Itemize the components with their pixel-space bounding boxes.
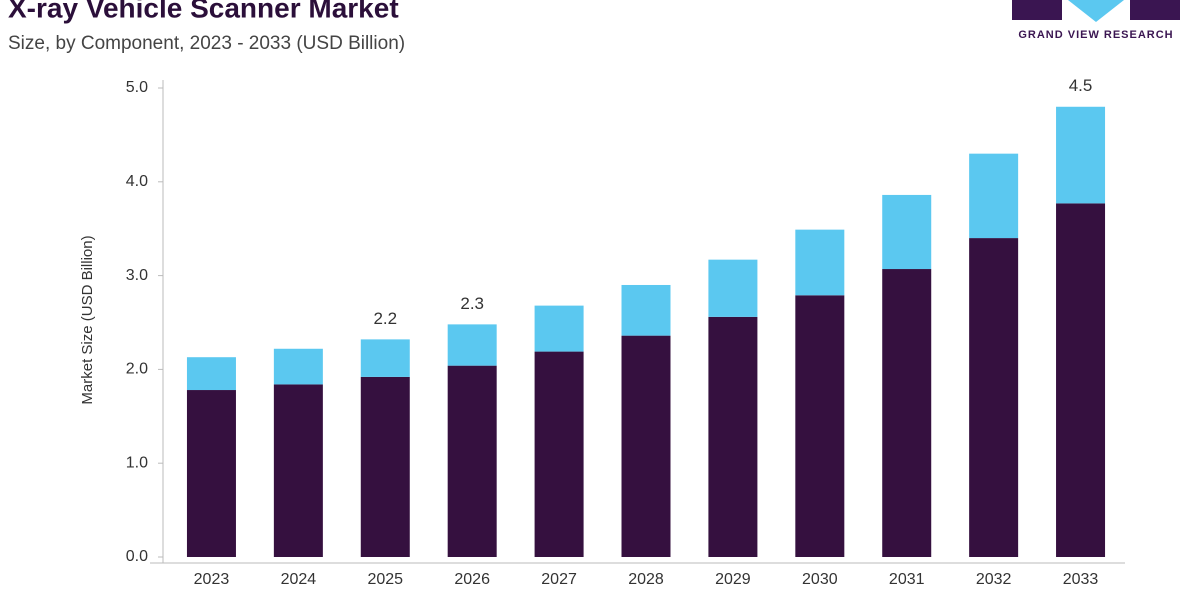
x-tick-label: 2027 [541, 571, 577, 588]
bar-segment [621, 335, 671, 557]
y-tick-label: 0.0 [126, 548, 148, 565]
bar-segment [273, 348, 323, 385]
bar-segment [708, 259, 758, 317]
bar-segment [186, 390, 236, 557]
y-tick-label: 4.0 [126, 173, 148, 190]
bar-segment [1056, 106, 1106, 204]
bar-segment [534, 351, 584, 557]
y-tick-label: 5.0 [126, 79, 148, 96]
logo-block [1068, 0, 1124, 22]
y-axis-title: Market Size (USD Billion) [79, 235, 96, 404]
bar-segment [882, 269, 932, 557]
x-tick-label: 2030 [802, 571, 838, 588]
x-tick-label: 2028 [628, 571, 664, 588]
logo-block [1130, 0, 1180, 20]
bar-segment [882, 194, 932, 270]
y-tick-label: 2.0 [126, 361, 148, 378]
bar-segment [360, 339, 410, 377]
logo-block [1012, 0, 1062, 20]
bar-segment [447, 365, 497, 557]
total-label: 2.3 [460, 294, 484, 313]
total-label: 2.2 [373, 309, 397, 328]
y-tick-label: 3.0 [126, 267, 148, 284]
x-tick-label: 2033 [1063, 571, 1099, 588]
bar-segment [1056, 203, 1106, 557]
x-tick-label: 2023 [194, 571, 230, 588]
bar-segment [969, 153, 1019, 239]
y-tick-label: 1.0 [126, 454, 148, 471]
bar-segment [360, 376, 410, 557]
logo: GRAND VIEW RESEARCH [1012, 0, 1180, 41]
bar-segment [795, 295, 845, 557]
x-tick-label: 2026 [454, 571, 490, 588]
brand: GRAND VIEW RESEARCH [1018, 29, 1173, 41]
chart-title: X-ray Vehicle Scanner Market [8, 0, 399, 23]
total-label: 4.5 [1069, 76, 1093, 95]
x-tick-label: 2032 [976, 571, 1012, 588]
bar-segment [708, 316, 758, 557]
bar-segment [534, 305, 584, 352]
x-tick-label: 2024 [281, 571, 317, 588]
x-tick-label: 2025 [367, 571, 403, 588]
chart-subtitle: Size, by Component, 2023 - 2033 (USD Bil… [8, 33, 405, 54]
bar-segment [273, 384, 323, 557]
bar-segment [795, 229, 845, 296]
bar-segment [969, 238, 1019, 557]
bar-segment [186, 357, 236, 391]
bar-segment [621, 284, 671, 336]
bar-segment [447, 324, 497, 366]
x-tick-label: 2029 [715, 571, 751, 588]
x-tick-label: 2031 [889, 571, 925, 588]
